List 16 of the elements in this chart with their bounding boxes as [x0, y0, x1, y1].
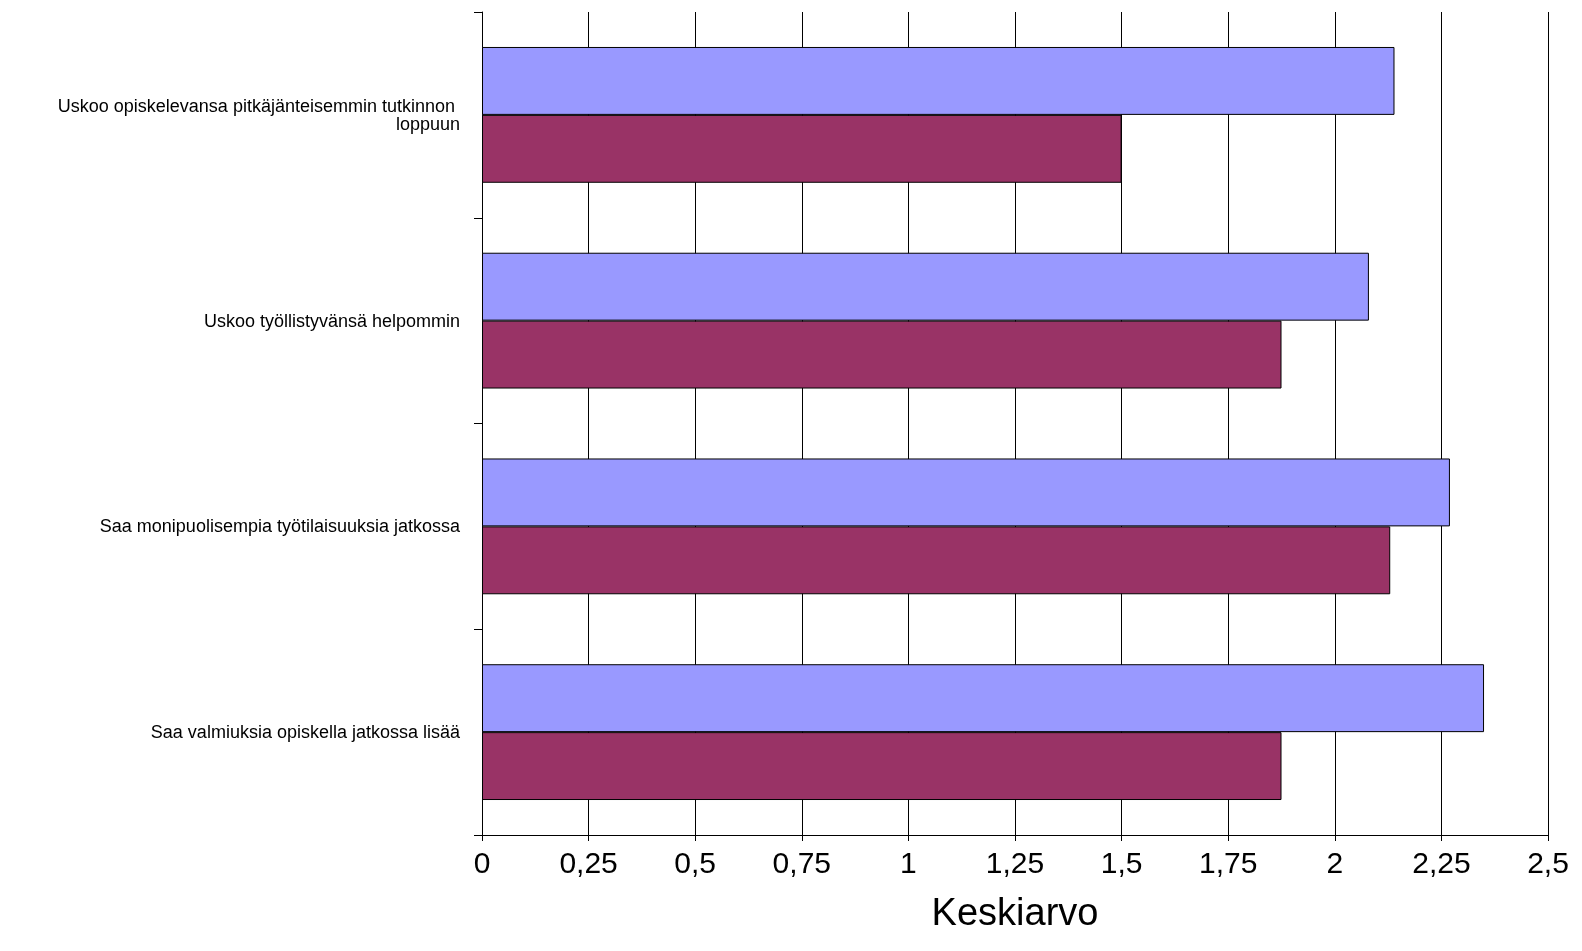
- y-tick-label: Uskoo työllistyvänsä helpommin: [203, 310, 460, 331]
- x-tick-label: 0,25: [559, 845, 618, 879]
- x-tick-label: 1,25: [985, 845, 1045, 879]
- y-tick-label: Saa monipuolisempia työtilaisuuksia jatkossa: [99, 516, 461, 537]
- y-tick-label: Saa valmiuksia opiskella jatkossa lisää: [150, 722, 461, 743]
- x-tick-label: 0,75: [772, 845, 831, 879]
- x-tick-label: 0: [473, 845, 491, 879]
- x-tick-label: 2,5: [1527, 845, 1569, 879]
- x-tick-label: 2: [1326, 845, 1344, 879]
- x-axis-title: Keskiarvo: [931, 891, 1099, 933]
- x-tick-label: 0,5: [674, 845, 717, 879]
- x-tick-label: 1: [900, 845, 917, 879]
- y-tick-label: Uskoo opiskelevansa pitkäjänteisemmin tutkinnon loppuun: [57, 95, 460, 134]
- x-tick-label: 1,5: [1100, 845, 1143, 879]
- x-tick-label: 1,75: [1199, 845, 1258, 879]
- x-tick-label: 2,25: [1412, 845, 1471, 879]
